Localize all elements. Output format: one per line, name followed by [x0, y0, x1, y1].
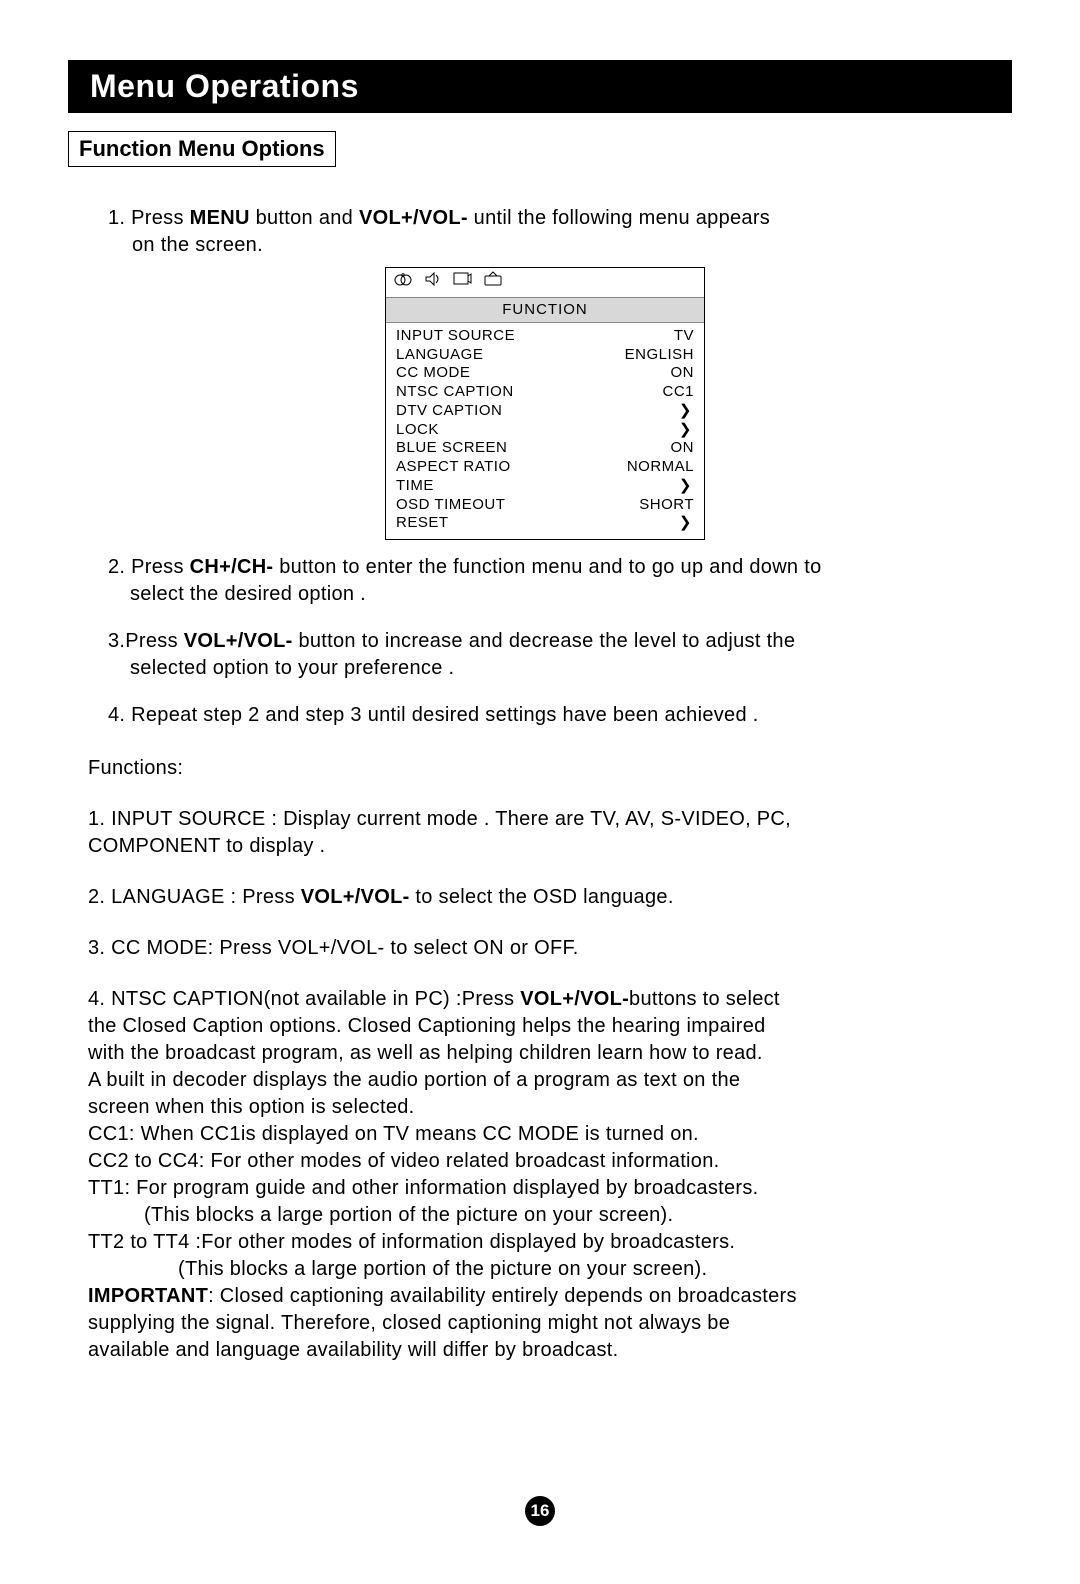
func-1-cont: COMPONENT to display . [88, 833, 1002, 860]
menu-value: ON [671, 439, 695, 458]
tv-icon [482, 271, 504, 294]
func-2: 2. LANGUAGE : Press VOL+/VOL- to select … [88, 884, 1002, 911]
tt2-line: TT2 to TT4 :For other modes of informati… [88, 1229, 1002, 1256]
func-4-line: the Closed Caption options. Closed Capti… [88, 1013, 1002, 1040]
functions-header: Functions: [88, 755, 1002, 782]
tt1-note: (This blocks a large portion of the pict… [144, 1202, 1002, 1229]
step-2-cont: select the desired option . [130, 581, 1002, 608]
step-1: 1. Press MENU button and VOL+/VOL- until… [108, 205, 1002, 232]
func-4: 4. NTSC CAPTION(not available in PC) :Pr… [88, 986, 1002, 1013]
menu-row: INPUT SOURCE TV [396, 327, 694, 346]
text: button and [250, 207, 359, 229]
menu-label: LOCK [396, 421, 439, 440]
cc1-line: CC1: When CC1is displayed on TV means CC… [88, 1121, 1002, 1148]
bold-ch: CH+/CH- [190, 556, 274, 578]
arrow-icon: ❯ [679, 514, 694, 533]
osd-tabs [386, 268, 704, 298]
function-icon [452, 271, 472, 294]
bold-vol: VOL+/VOL- [184, 630, 293, 652]
menu-row: OSD TIMEOUT SHORT [396, 496, 694, 515]
menu-label: OSD TIMEOUT [396, 496, 505, 515]
section-subtitle: Function Menu Options [68, 131, 336, 167]
step-3-cont: selected option to your preference . [130, 655, 1002, 682]
osd-rows: INPUT SOURCE TV LANGUAGE ENGLISH CC MODE ON… [386, 323, 704, 539]
text: 1. Press [108, 207, 190, 229]
arrow-icon: ❯ [679, 421, 694, 440]
bold-vol: VOL+/VOL- [520, 988, 629, 1010]
menu-row: ASPECT RATIO NORMAL [396, 458, 694, 477]
menu-row: DTV CAPTION ❯ [396, 402, 694, 421]
audio-icon [424, 271, 442, 294]
text: buttons to select [629, 988, 780, 1010]
text: 2. LANGUAGE : Press [88, 886, 301, 908]
menu-value: NORMAL [627, 458, 694, 477]
tt1-line: TT1: For program guide and other informa… [88, 1175, 1002, 1202]
menu-row: LOCK ❯ [396, 421, 694, 440]
menu-row: NTSC CAPTION CC1 [396, 383, 694, 402]
menu-label: LANGUAGE [396, 346, 483, 365]
text: until the following menu appears [468, 207, 770, 229]
menu-label: ASPECT RATIO [396, 458, 511, 477]
arrow-icon: ❯ [679, 477, 694, 496]
page-number: 16 [525, 1496, 555, 1526]
text: 4. NTSC CAPTION(not available in PC) :Pr… [88, 988, 520, 1010]
bold-menu: MENU [190, 207, 250, 229]
menu-row: CC MODE ON [396, 364, 694, 383]
menu-label: NTSC CAPTION [396, 383, 514, 402]
important-cont: available and language availability will… [88, 1337, 1002, 1364]
func-4-line: with the broadcast program, as well as h… [88, 1040, 1002, 1067]
menu-label: TIME [396, 477, 434, 496]
osd-menu: FUNCTION INPUT SOURCE TV LANGUAGE ENGLISH … [385, 267, 705, 540]
menu-row: LANGUAGE ENGLISH [396, 346, 694, 365]
text: : Closed captioning availability entirel… [208, 1285, 797, 1307]
step-3: 3.Press VOL+/VOL- button to increase and… [108, 628, 1002, 655]
menu-value: ENGLISH [625, 346, 694, 365]
step-2: 2. Press CH+/CH- button to enter the fun… [108, 554, 1002, 581]
bold-vol: VOL+/VOL- [359, 207, 468, 229]
text: button to increase and decrease the leve… [293, 630, 796, 652]
tt2-note: (This blocks a large portion of the pict… [178, 1256, 1002, 1283]
page-title: Menu Operations [68, 60, 1012, 113]
func-4-line: A built in decoder displays the audio po… [88, 1067, 1002, 1094]
text: 3.Press [108, 630, 184, 652]
body-content: 1. Press MENU button and VOL+/VOL- until… [68, 205, 1012, 1364]
bold-vol: VOL+/VOL- [301, 886, 410, 908]
menu-label: RESET [396, 514, 449, 533]
important-label: IMPORTANT [88, 1285, 208, 1307]
menu-value: ON [671, 364, 695, 383]
text: to select the OSD language. [410, 886, 674, 908]
menu-label: CC MODE [396, 364, 470, 383]
func-4-line: screen when this option is selected. [88, 1094, 1002, 1121]
menu-label: INPUT SOURCE [396, 327, 515, 346]
important-cont: supplying the signal. Therefore, closed … [88, 1310, 1002, 1337]
menu-value: CC1 [662, 383, 694, 402]
menu-row: BLUE SCREEN ON [396, 439, 694, 458]
text: button to enter the function menu and to… [273, 556, 821, 578]
menu-row: TIME ❯ [396, 477, 694, 496]
text: 2. Press [108, 556, 190, 578]
func-3: 3. CC MODE: Press VOL+/VOL- to select ON… [88, 935, 1002, 962]
menu-label: DTV CAPTION [396, 402, 502, 421]
step-4: 4. Repeat step 2 and step 3 until desire… [108, 702, 1002, 729]
step-1-cont: on the screen. [132, 232, 1002, 259]
menu-value: TV [674, 327, 694, 346]
osd-header: FUNCTION [386, 298, 704, 323]
important-line: IMPORTANT: Closed captioning availabilit… [88, 1283, 1002, 1310]
func-1: 1. INPUT SOURCE : Display current mode .… [88, 806, 1002, 833]
picture-icon [394, 271, 414, 294]
menu-label: BLUE SCREEN [396, 439, 507, 458]
menu-value: SHORT [639, 496, 694, 515]
cc2-line: CC2 to CC4: For other modes of video rel… [88, 1148, 1002, 1175]
menu-row: RESET ❯ [396, 514, 694, 533]
arrow-icon: ❯ [679, 402, 694, 421]
